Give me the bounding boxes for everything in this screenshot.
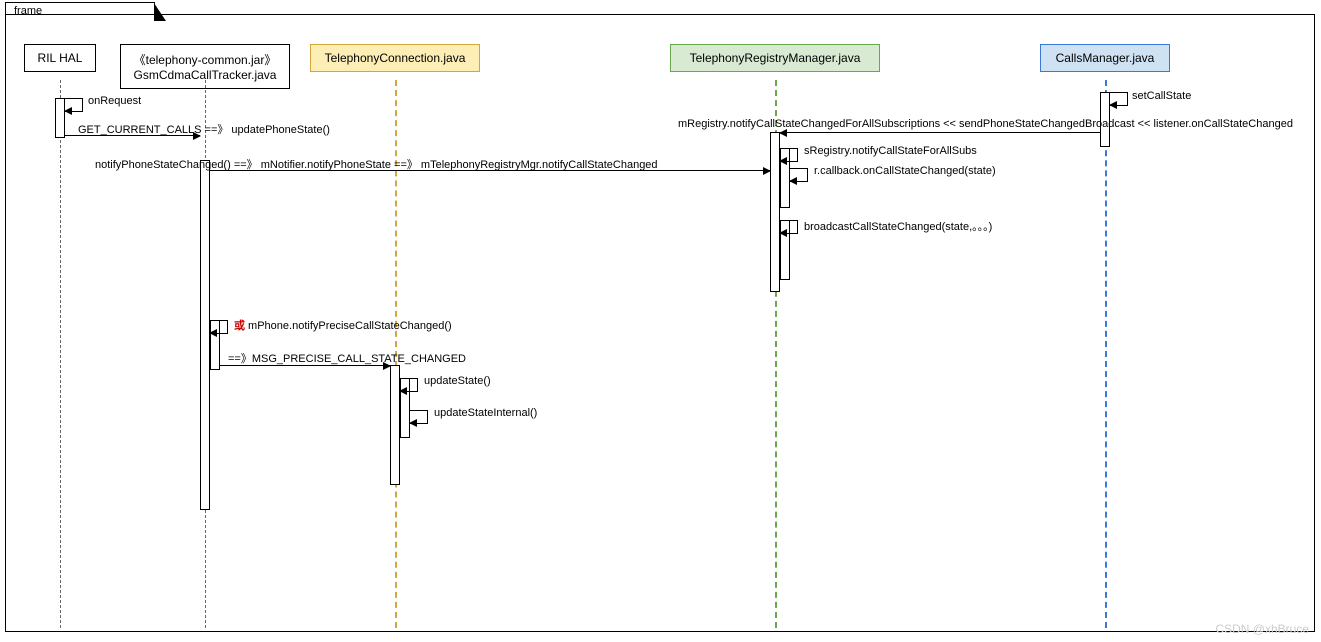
msg-mregistry: mRegistry.notifyCallStateChangedForAllSu… [678,118,1293,130]
msg-broadcast: broadcastCallStateChanged(state,。。。) [804,218,992,234]
lifeline-callsmanager [1105,80,1107,628]
selfcall-notifyprecise [210,320,228,334]
participant-label: TelephonyConnection.java [325,51,466,65]
participant-telephonyregistry: TelephonyRegistryManager.java [670,44,880,72]
msg-sregistry: sRegistry.notifyCallStateForAllSubs [804,145,977,157]
msg-prefix-red: 或 [234,320,245,332]
participant-label-line1: 《telephony-common.jar》 [134,53,277,67]
msg-notifyprecise: 或 mPhone.notifyPreciseCallStateChanged() [234,317,452,333]
msg-updatestateinternal: updateStateInternal() [434,407,537,419]
msg-updatestate: updateState() [424,375,491,387]
msg-getcurrentcalls: GET_CURRENT_CALLS ==》 updatePhoneState() [78,121,330,137]
activation-telreg [770,132,780,292]
selfcall-setcallstate [1110,92,1128,106]
arrow-mregistry [780,132,1100,133]
msg-notifyprecise-text: mPhone.notifyPreciseCallStateChanged() [245,320,452,332]
activation-telconn [390,365,400,485]
msg-setcallstate: setCallState [1132,90,1191,102]
msg-notifyphonestate: notifyPhoneStateChanged() ==》 mNotifier.… [95,156,658,172]
selfcall-updatestateinternal [410,410,428,424]
selfcall-sregistry [780,148,798,162]
participant-telephonyconnection: TelephonyConnection.java [310,44,480,72]
participant-callsmanager: CallsManager.java [1040,44,1170,72]
msg-rcallback: r.callback.onCallStateChanged(state) [814,165,996,177]
activation-ril [55,98,65,138]
msg-onrequest: onRequest [88,95,141,107]
selfcall-updatestate [400,378,418,392]
selfcall-onrequest [65,98,83,112]
watermark: CSDN @xhBruce [1215,622,1309,636]
participant-label: CallsManager.java [1056,51,1155,65]
msg-msgprecise: ==》MSG_PRECISE_CALL_STATE_CHANGED [228,350,466,366]
lifeline-ril-hal [60,80,61,628]
selfcall-broadcast [780,220,798,234]
participant-label: RIL HAL [38,51,83,65]
selfcall-rcallback [790,168,808,182]
participant-ril-hal: RIL HAL [24,44,96,72]
participant-label: TelephonyRegistryManager.java [690,51,861,65]
